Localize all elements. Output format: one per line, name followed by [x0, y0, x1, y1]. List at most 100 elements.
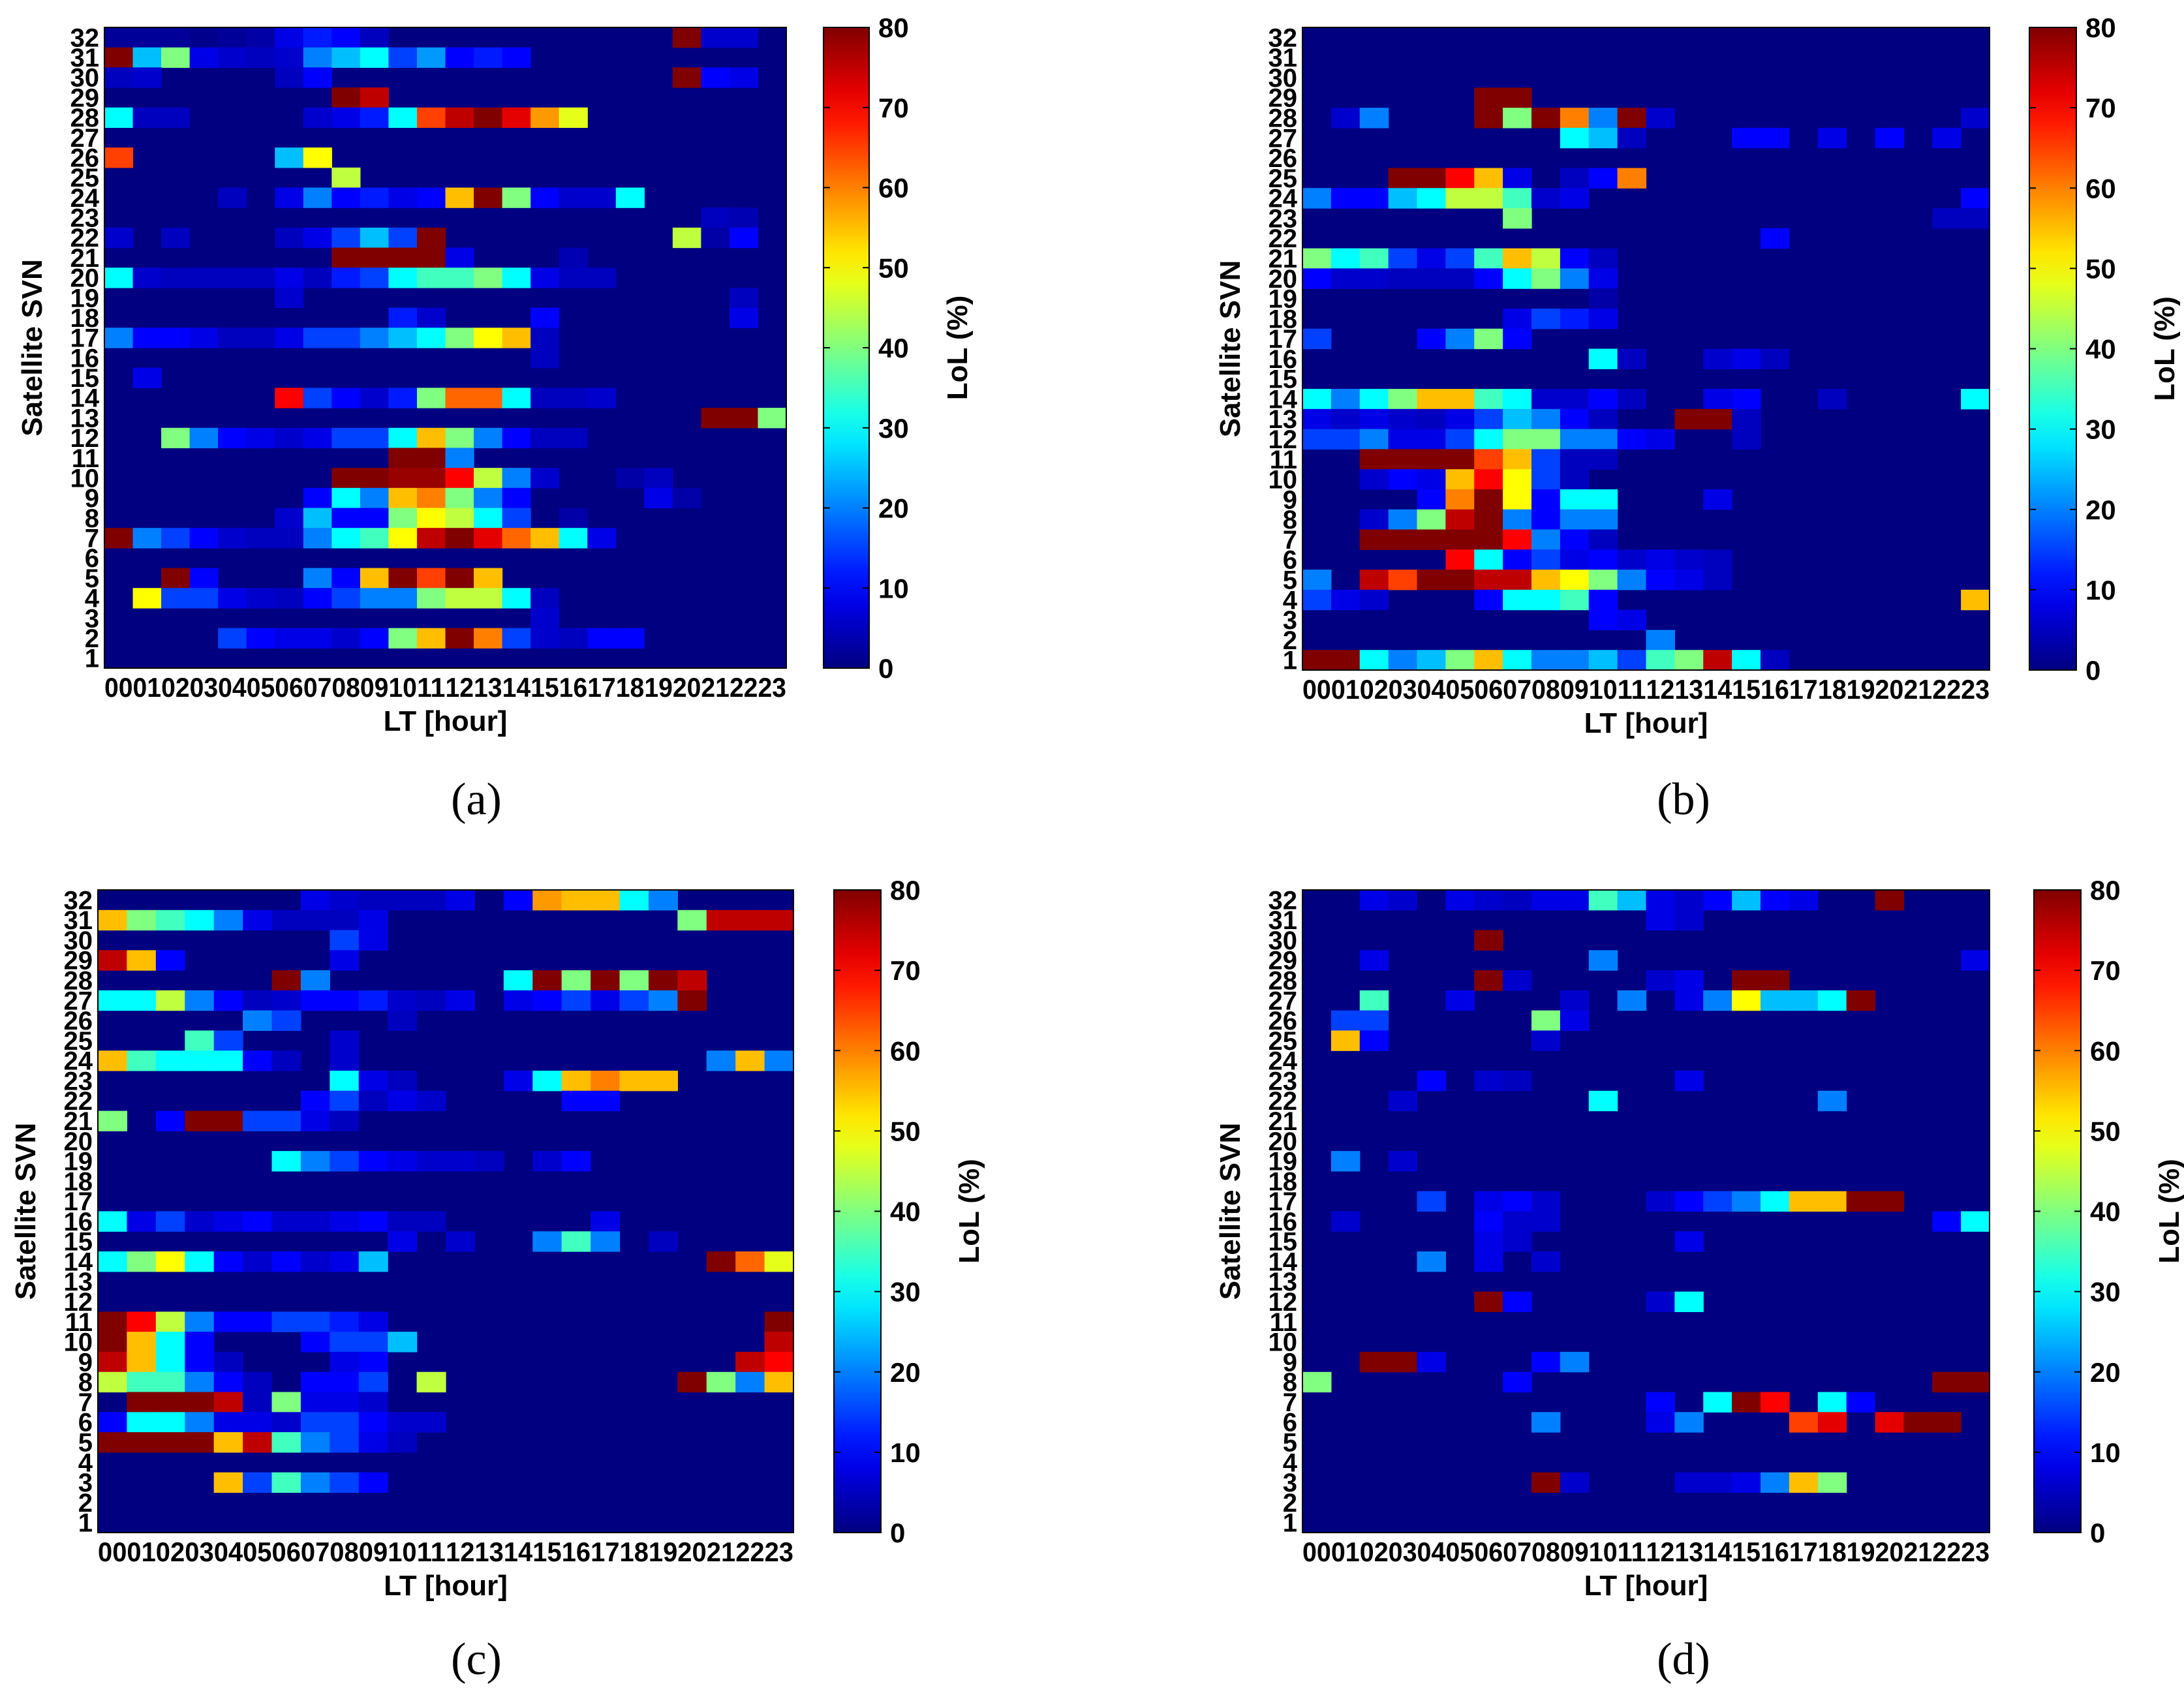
x-tick-label: 22	[1932, 674, 1961, 705]
heatmap-cell	[1503, 890, 1532, 911]
heatmap-cell	[388, 388, 418, 408]
y-tick-label: 31	[1269, 906, 1298, 935]
heatmap-cell	[246, 27, 275, 48]
heatmap-cell	[1417, 1071, 1446, 1092]
heatmap-cell	[271, 1392, 301, 1413]
heatmap-cell	[474, 268, 503, 288]
colorbar-tick-label: 60	[890, 1035, 921, 1066]
x-tick-labels: 00 01 02 03 04 05 06 07 08 09 10 11 12 13 14 15 16 17 18 19…	[98, 1536, 793, 1567]
x-tick-label: 22	[735, 1536, 764, 1567]
heatmap-cell	[388, 1010, 418, 1032]
heatmap-cell	[1761, 970, 1790, 991]
heatmap-cell	[155, 990, 185, 1011]
heatmap-cell	[1560, 549, 1590, 570]
heatmap-cell	[388, 1151, 418, 1172]
heatmap-cell	[1503, 489, 1532, 510]
y-tick-label: 31	[1269, 44, 1298, 72]
heatmap-cell	[1359, 469, 1389, 490]
x-tick-label: 05	[247, 672, 275, 703]
heatmap-cell	[1359, 268, 1389, 289]
heatmap-cell	[185, 1371, 215, 1393]
heatmap-cell	[1302, 1371, 1332, 1393]
heatmap-cell	[331, 427, 361, 449]
x-tick-label: 06	[275, 672, 303, 703]
heatmap-cell	[275, 187, 304, 208]
heatmap-cell	[300, 1432, 330, 1453]
heatmap-cell	[1417, 570, 1446, 590]
x-tick-label: 07	[1503, 674, 1531, 705]
heatmap-cell	[127, 1211, 157, 1232]
heatmap-cell	[360, 528, 390, 549]
heatmap-panel-b: 00 01 02 03 04 05 06 07 08 09 10 11 12 13 14 15 16 17 18 19…	[1214, 12, 2181, 825]
plot-frame	[1302, 27, 1990, 671]
heatmap-cell	[1531, 489, 1561, 510]
x-tick-label: 05	[1445, 1536, 1474, 1567]
heatmap-cell	[358, 890, 388, 911]
heatmap-cell	[98, 1050, 128, 1071]
heatmap-cell	[161, 47, 191, 68]
heatmap-cell	[243, 990, 273, 1011]
heatmap-cell	[300, 1392, 330, 1413]
heatmap-cell	[360, 508, 390, 528]
heatmap-cell	[1503, 389, 1532, 410]
heatmap-cell	[1388, 188, 1418, 209]
heatmap-cell	[1445, 248, 1475, 269]
heatmap-cell	[330, 1472, 360, 1493]
heatmap-cell	[218, 628, 247, 649]
x-tick-labels: 00 01 02 03 04 05 06 07 08 09 10 11 12 13 14 15 16 17 18 19…	[1302, 674, 1990, 705]
heatmap-cell	[503, 1071, 533, 1092]
heatmap-cell	[474, 528, 503, 549]
heatmap-cell	[331, 247, 361, 268]
x-tick-label: 21	[1903, 674, 1932, 705]
heatmap-cell	[1588, 549, 1618, 570]
heatmap-cell	[185, 1110, 215, 1131]
heatmap-cell	[1474, 87, 1503, 108]
heatmap-cell	[502, 427, 531, 449]
heatmap-cell	[531, 268, 560, 288]
heatmap-cell	[764, 1332, 794, 1353]
heatmap-cell	[300, 1311, 330, 1332]
heatmap-cell	[213, 910, 243, 931]
colorbar-label: LoL (%)	[2149, 296, 2181, 401]
heatmap-cell	[243, 910, 273, 931]
heatmap-cell	[388, 1231, 418, 1252]
heatmap-cell	[388, 1332, 418, 1353]
heatmap-cell	[1961, 188, 1990, 209]
heatmap-cell	[1732, 408, 1761, 430]
y-tick-label: 7	[85, 525, 99, 553]
y-tick-label: 4	[1283, 1448, 1298, 1477]
heatmap-cell	[1330, 589, 1361, 611]
heatmap-cell	[416, 1371, 446, 1393]
heatmap-cell	[271, 990, 301, 1011]
heatmap-cell	[1817, 1412, 1847, 1433]
heatmap-cell	[531, 328, 560, 348]
heatmap-cell	[1474, 449, 1503, 470]
heatmap-cells	[104, 27, 787, 649]
heatmap-cell	[388, 628, 418, 649]
heatmap-cell	[1703, 1191, 1732, 1212]
heatmap-cell	[1388, 268, 1418, 289]
x-tick-label: 21	[701, 672, 730, 703]
heatmap-cell	[532, 1071, 562, 1092]
heatmap-cell	[502, 107, 531, 129]
heatmap-cell	[1359, 529, 1389, 550]
heatmap-cell	[1674, 970, 1704, 991]
heatmap-cell	[764, 1050, 794, 1071]
heatmap-cell	[388, 187, 418, 208]
heatmap-cell	[1588, 609, 1618, 631]
heatmap-cell	[1617, 549, 1647, 570]
heatmap-cell	[132, 67, 162, 88]
heatmap-cell	[1417, 389, 1446, 410]
heatmap-cell	[416, 487, 446, 509]
heatmap-cell	[330, 1110, 360, 1131]
heatmap-cell	[104, 147, 134, 168]
heatmap-cell	[1503, 449, 1532, 470]
y-tick-label: 20	[1269, 265, 1298, 294]
heatmap-cell	[672, 27, 701, 48]
y-tick-label: 28	[70, 104, 100, 132]
heatmap-cell	[104, 107, 134, 129]
heatmap-cell	[1388, 469, 1418, 490]
x-tick-label: 02	[161, 672, 190, 703]
heatmap-cell	[1388, 529, 1418, 550]
heatmap-cell	[416, 427, 446, 449]
